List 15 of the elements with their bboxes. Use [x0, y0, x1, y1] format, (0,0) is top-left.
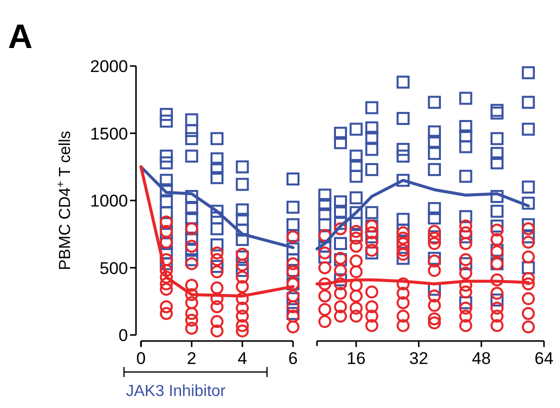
x-tick-label: 32: [409, 349, 428, 368]
y-tick-label: 1500: [90, 124, 128, 144]
y-tick-label: 2000: [90, 57, 128, 76]
chart-title: A: [8, 18, 33, 56]
x-tick-label: 48: [472, 349, 491, 368]
y-tick-label: 500: [100, 258, 128, 278]
text: JAK3 Inhibitor: [126, 383, 226, 400]
x-tick-label: 2: [186, 349, 196, 368]
x-tick-label: 4: [238, 349, 248, 368]
x-tick-label: 0: [136, 349, 146, 368]
y-tick-label: 0: [118, 326, 128, 345]
x-tick-label: 6: [288, 349, 298, 368]
x-tick-label: 64: [534, 349, 554, 368]
y-tick-label: 1000: [90, 192, 128, 210]
x-tick-label: 16: [346, 349, 366, 368]
